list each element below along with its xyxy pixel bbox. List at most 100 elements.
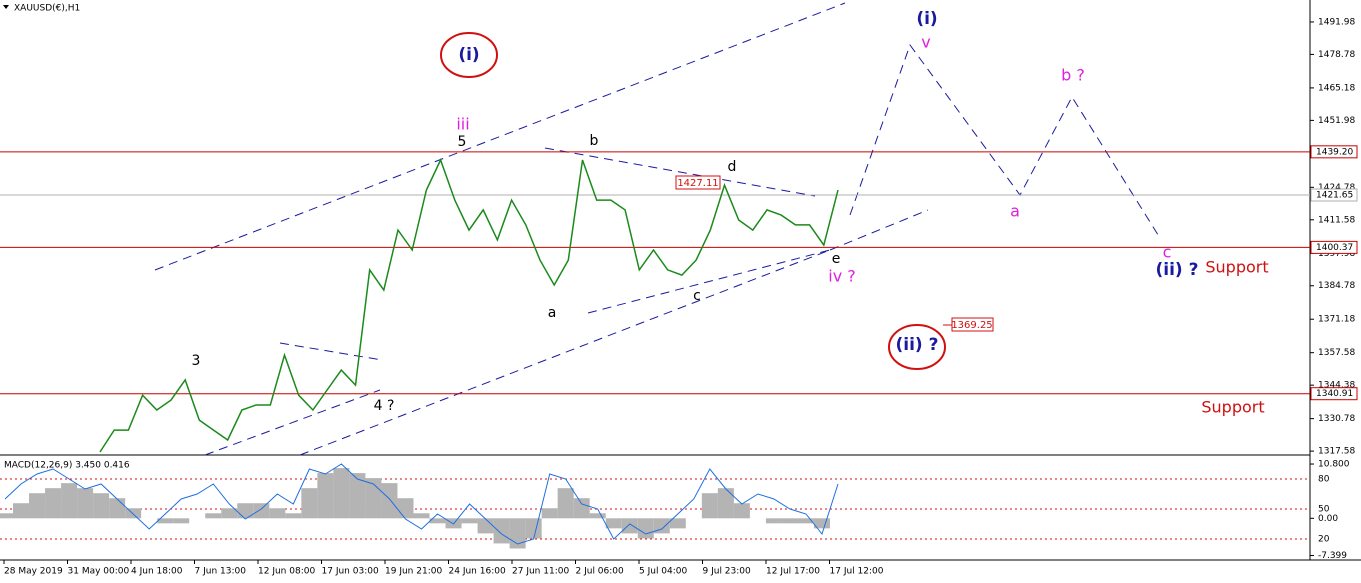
x-tick-label: 17 Jul 12:00: [830, 567, 884, 577]
macd-bar: [221, 508, 238, 519]
y-tick-label: 1344.38: [1318, 381, 1355, 391]
macd-bar: [573, 498, 590, 519]
x-tick-label: 19 Jun 21:00: [385, 567, 442, 577]
level-label: 1340.91: [1316, 389, 1353, 399]
symbol: XAUUSD(€),H1: [14, 4, 80, 14]
macd-bar: [557, 488, 574, 519]
wave-label: (ii) ?: [896, 335, 939, 355]
level-label: 1400.37: [1316, 243, 1353, 253]
price-tag-label: 1369.25: [951, 320, 992, 331]
wave-label: b: [590, 133, 599, 149]
level-label: 1421.65: [1316, 191, 1353, 201]
macd-bar: [525, 518, 542, 539]
x-tick-label: 17 Jun 03:00: [322, 567, 379, 577]
macd-bar: [493, 518, 510, 544]
macd-bar: [605, 518, 622, 529]
circle: [440, 32, 498, 78]
macd-bar: [813, 518, 830, 529]
macd-bar: [589, 513, 606, 519]
macd-bar: [461, 518, 478, 524]
x-tick-label: 31 May 00:00: [68, 567, 130, 577]
macd-bar: [237, 503, 254, 519]
wave-lines: [154, 2, 1161, 456]
macd-bar: [349, 473, 366, 519]
macd-bar: [717, 488, 734, 519]
x-tick-label: 4 Jun 18:00: [131, 567, 183, 577]
macd-bar: [285, 513, 302, 519]
price-tag-label: 1427.11: [677, 178, 718, 189]
price-line: [99, 158, 839, 453]
y-tick-label: 1384.78: [1318, 281, 1355, 291]
macd-bar: [109, 498, 126, 519]
macd-bar: [381, 483, 398, 519]
y-tick-label: 1317.58: [1318, 447, 1355, 457]
macd-bar: [637, 518, 654, 539]
wave-label: c: [693, 288, 701, 304]
macd-bar: [29, 493, 46, 519]
macd-bar: [413, 513, 430, 519]
support-label: Support: [1205, 258, 1268, 277]
wave-label: e: [832, 251, 841, 267]
level-tag: [1310, 387, 1358, 401]
wave-label: iii: [456, 115, 469, 134]
wave-label: (i): [458, 45, 479, 65]
macd-bar: [429, 518, 446, 524]
y-tick-label: 10.800: [1318, 460, 1350, 470]
oscillator-line: [4, 463, 839, 545]
x-tick-label: 24 Jun 16:00: [449, 567, 506, 577]
x-tick-label: 28 May 2019: [4, 567, 63, 577]
wave-label: (ii) ?: [1156, 260, 1199, 280]
x-tick-label: 27 Jun 11:00: [512, 567, 569, 577]
macd-bar: [61, 483, 78, 519]
y-tick-label: 1371.18: [1318, 315, 1355, 325]
x-tick-label: 12 Jun 08:00: [258, 567, 315, 577]
y2-tick-label: 50: [1318, 505, 1330, 515]
macd-bar: [173, 518, 190, 524]
level-label: 1439.20: [1316, 147, 1353, 157]
y-tick-label: 1424.78: [1318, 183, 1355, 193]
wave-label: (i): [916, 9, 937, 29]
x-tick-label: 12 Jul 17:00: [766, 567, 820, 577]
macd-bar: [781, 518, 798, 524]
macd-bar: [13, 503, 30, 519]
macd-bar: [477, 518, 494, 534]
macd-bar: [733, 503, 750, 519]
level-tag: [1310, 188, 1358, 202]
macd-bar: [653, 518, 670, 534]
wave-label: b ?: [1061, 66, 1085, 85]
x-tick-label: 7 Jun 13:00: [195, 567, 247, 577]
macd-bar: [669, 518, 686, 529]
level-tag: [1310, 145, 1358, 159]
y-tick-label: 1411.58: [1318, 215, 1355, 225]
macd-bar: [397, 498, 414, 519]
wave-label: v: [921, 33, 930, 52]
macd-bar: [541, 508, 558, 519]
y-tick-label: 1330.78: [1318, 414, 1355, 424]
macd-title: MACD(12,26,9) 3.450 0.416: [4, 461, 130, 471]
macd-bar: [157, 518, 174, 524]
macd-bar: [45, 488, 62, 519]
macd-bar: [269, 508, 286, 519]
x-tick-label: 9 Jul 23:00: [703, 567, 752, 577]
menu-icon: [3, 5, 9, 9]
macd-bar: [205, 513, 222, 519]
macd-bar: [77, 488, 94, 519]
wave-label: c: [1163, 243, 1172, 262]
y-tick-label: 1478.78: [1318, 50, 1355, 60]
wave-label: iv ?: [828, 267, 856, 286]
wave-label: a: [1010, 202, 1020, 221]
price-tag: [675, 175, 721, 190]
macd-bar: [93, 493, 110, 519]
macd-bar: [701, 493, 718, 519]
y-tick-label: 1451.98: [1318, 116, 1355, 126]
level-tag: [1310, 240, 1358, 254]
y2-tick-label: 20: [1318, 535, 1330, 545]
macd-bar: [333, 468, 350, 519]
wave-label: 4 ?: [374, 398, 395, 414]
wave-label: 3: [192, 353, 201, 369]
macd-bar: [765, 518, 782, 524]
y-tick-label: 0.00: [1318, 514, 1338, 524]
macd-bar: [301, 488, 318, 519]
